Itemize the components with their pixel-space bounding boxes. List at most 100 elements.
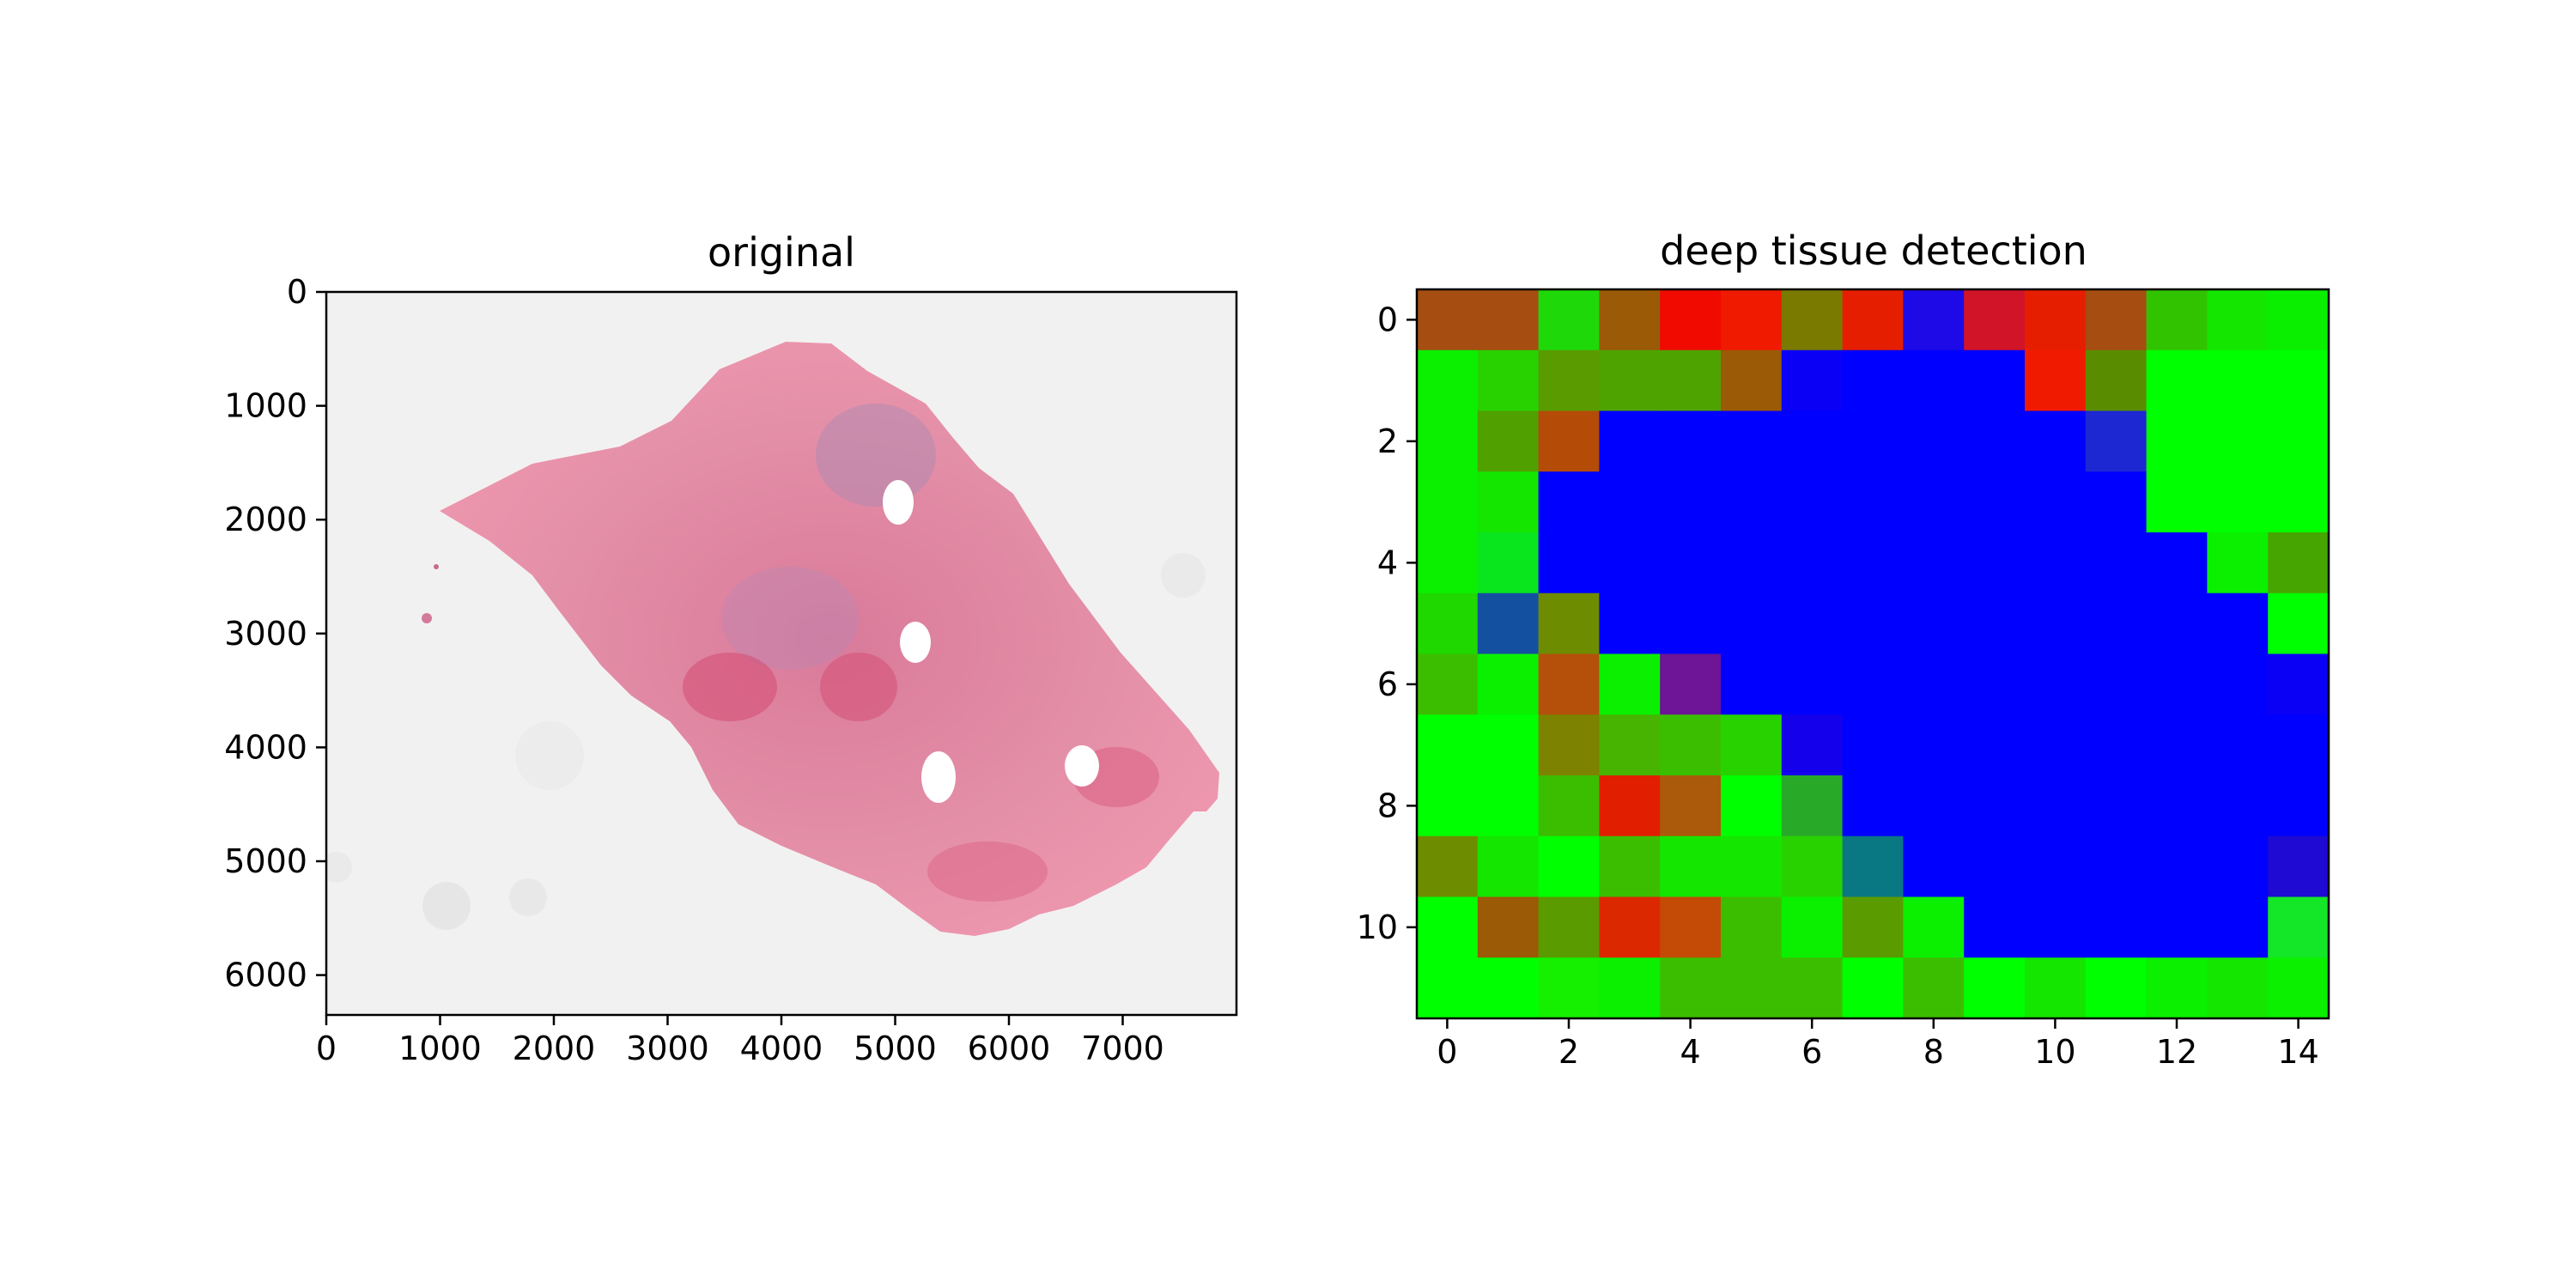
heatmap-cell [1660,349,1722,412]
heatmap-cell [1903,532,1965,594]
heatmap-cell [2085,957,2148,1019]
heatmap-cell [1842,289,1904,351]
heatmap-cell [2146,957,2208,1019]
heatmap-cell [1903,289,1965,351]
heatmap-cell [1721,410,1783,472]
heatmap-cell [1477,410,1540,472]
heatmap-cell [1781,592,1844,655]
heatmap-cell [2146,896,2208,958]
heatmap-cell [1903,714,1965,776]
heatmap-cell [1842,532,1904,594]
original-x-tick-label: 6000 [968,1030,1051,1067]
heatmap-cell [1477,775,1540,837]
heatmap-cell [1964,592,2026,655]
heatmap-cell [2268,957,2330,1019]
heatmap-cell [1964,896,2026,958]
original-x-tick-label: 4000 [740,1030,823,1067]
heatmap-cell [2207,957,2269,1019]
original-y-tick-label: 5000 [224,842,307,880]
heatmap-cell [2207,653,2269,715]
heatmap-cell [1477,653,1540,715]
heatmap-cell [1842,835,1904,898]
heatmap-cell [2085,592,2148,655]
heatmap-cell [1599,289,1661,351]
original-y-tick-label: 4000 [224,728,307,766]
heatmap-cell [1903,957,1965,1019]
heatmap-cell [1721,775,1783,837]
heatmap-cell [2268,775,2330,837]
heatmap-cell [2268,349,2330,412]
heatmap-cell [1538,896,1600,958]
heatmap-cell [1417,835,1479,898]
heatmap-cell [1903,775,1965,837]
heatmap-cell [1964,410,2026,472]
original-y-tick-label: 0 [287,273,307,311]
heatmap-cell [2207,410,2269,472]
heatmap-cell [1599,896,1661,958]
heatmap-cell [1781,835,1844,898]
heatmap-cell [1477,471,1540,533]
heatmap-cell [1538,653,1600,715]
heatmap-cell [1964,835,2026,898]
original-x-tick-label: 0 [316,1030,337,1067]
heatmap-cell [2146,349,2208,412]
heatmap-cell [1417,592,1479,655]
detection-y-tick-label: 2 [1377,422,1398,460]
heatmap-cell [1903,592,1965,655]
heatmap-cell [1599,957,1661,1019]
heatmap-cell [1599,592,1661,655]
heatmap-cell [1781,957,1844,1019]
slide-image [326,292,1236,1015]
heatmap-cell [2085,835,2148,898]
heatmap-cell [1660,714,1722,776]
original-x-axis: 0 1000 2000 3000 4000 5000 6000 7000 [316,1015,1164,1067]
heatmap-cells [1417,289,2330,1019]
original-y-tick-label: 3000 [224,615,307,653]
heatmap-cell [2025,653,2087,715]
detection-x-tick-label: 8 [1923,1033,1944,1071]
heatmap-cell [1477,349,1540,412]
heatmap-cell [1721,349,1783,412]
heatmap-cell [1538,775,1600,837]
heatmap-cell [1964,653,2026,715]
heatmap-cell [1538,349,1600,412]
heatmap-cell [2207,471,2269,533]
heatmap-cell [1477,532,1540,594]
heatmap-cell [1781,410,1844,472]
heatmap-cell [2268,896,2330,958]
heatmap-cell [1842,896,1904,958]
heatmap-cell [2207,532,2269,594]
heatmap-cell [2207,349,2269,412]
heatmap-cell [1964,349,2026,412]
heatmap-cell [1721,471,1783,533]
detection-x-tick-label: 14 [2277,1033,2318,1071]
detection-panel: deep tissue detection 0 2 4 6 8 10 12 14 0 2 4 6 8 1… [1357,228,2330,1071]
heatmap-cell [1721,592,1783,655]
heatmap-cell [1660,957,1722,1019]
heatmap-cell [1781,289,1844,351]
heatmap-cell [1417,957,1479,1019]
heatmap-cell [1417,775,1479,837]
detection-y-tick-label: 0 [1377,301,1398,338]
original-x-tick-label: 2000 [513,1030,596,1067]
heatmap-cell [2207,714,2269,776]
heatmap-cell [2207,835,2269,898]
original-x-tick-label: 3000 [626,1030,709,1067]
original-y-tick-label: 2000 [224,501,307,538]
heatmap-cell [1660,775,1722,837]
heatmap-cell [2207,896,2269,958]
heatmap-cell [2085,289,2148,351]
detection-x-tick-label: 4 [1680,1033,1701,1071]
heatmap-cell [1842,592,1904,655]
heatmap-cell [2268,471,2330,533]
heatmap-cell [1964,289,2026,351]
vessel-hole [883,480,914,525]
heatmap-cell [1660,410,1722,472]
heatmap-cell [1660,532,1722,594]
original-y-axis: 0 1000 2000 3000 4000 5000 6000 [224,273,326,994]
detection-y-axis: 0 2 4 6 8 10 [1357,301,1417,946]
heatmap-cell [1964,714,2026,776]
heatmap-cell [1599,471,1661,533]
heatmap-cell [2268,410,2330,472]
heatmap-cell [1903,471,1965,533]
